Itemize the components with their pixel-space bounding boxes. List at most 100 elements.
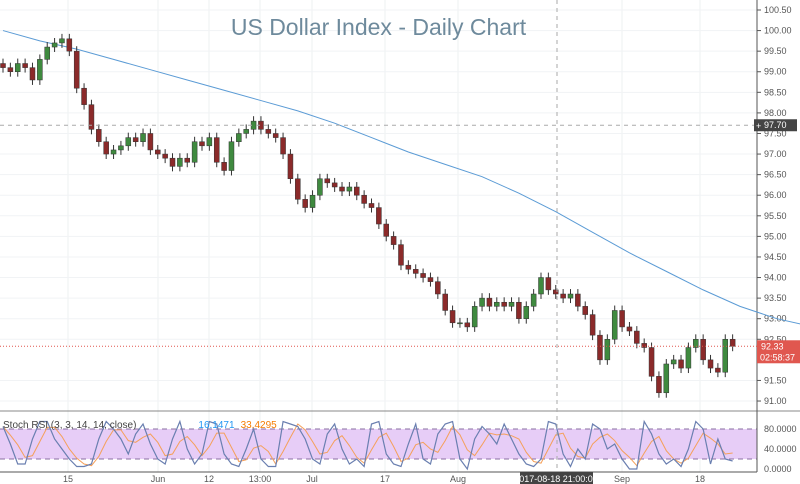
candle (110, 145, 117, 159)
y-tick-label: 91.00 (764, 396, 787, 406)
candle (722, 334, 729, 378)
candle (309, 190, 316, 213)
candle-body (361, 194, 367, 204)
candle-body (14, 63, 21, 72)
candle-body (213, 137, 220, 163)
candle-body (0, 63, 6, 68)
y-tick-label: 94.00 (764, 273, 787, 283)
candle-body (634, 330, 640, 344)
stoch-tick-label: 80.0000 (764, 424, 797, 434)
candle (449, 305, 456, 328)
candle (287, 149, 294, 184)
candle (405, 260, 412, 275)
candle-body (73, 50, 80, 89)
candle (634, 326, 640, 349)
candle (346, 182, 353, 197)
candle-body (103, 141, 109, 155)
candle (199, 136, 205, 151)
y-tick-label: 93.00 (764, 314, 787, 324)
candle (66, 33, 73, 57)
candle-body (435, 281, 441, 295)
candle (7, 62, 14, 77)
candle-body (648, 347, 655, 377)
candle-body (516, 301, 522, 319)
candle (398, 239, 404, 271)
candle (464, 317, 471, 332)
candle (553, 284, 559, 299)
candle (641, 338, 647, 353)
candle-body (243, 129, 249, 134)
candle-body (471, 306, 478, 328)
stoch-d-value: 33.4295 (240, 420, 277, 431)
candle (471, 301, 478, 332)
candle-body (199, 141, 205, 147)
candle (213, 132, 220, 168)
candle (331, 177, 338, 192)
candle-body (641, 343, 647, 348)
candle-body (287, 153, 294, 180)
y-tick-label: 97.00 (764, 149, 787, 159)
candle-body (66, 38, 73, 52)
candle-body (22, 63, 28, 68)
candle (648, 342, 655, 382)
x-tick-label: 17 (380, 474, 390, 484)
candle (118, 140, 124, 155)
candle (729, 334, 736, 352)
candle-body (29, 67, 36, 81)
candle (184, 153, 190, 168)
y-tick-label: 100.00 (764, 26, 792, 36)
candle-body (265, 129, 272, 134)
candle-body (272, 133, 279, 138)
candle-body (125, 137, 132, 147)
candle-body (626, 326, 633, 332)
candle (545, 272, 552, 295)
candle-body (530, 293, 537, 307)
y-tick-label: 99.50 (764, 46, 787, 56)
candle (191, 136, 198, 168)
candle (494, 297, 500, 312)
candle-body (486, 297, 493, 307)
stoch-d-line (2, 423, 733, 467)
candle-body (508, 301, 515, 307)
candle (656, 371, 662, 398)
y-tick-label: 100.50 (764, 5, 792, 15)
candle (169, 153, 176, 172)
candle-body (295, 178, 301, 200)
candle (604, 334, 611, 365)
candle-body (331, 182, 338, 188)
candle (14, 58, 21, 77)
candle-body (88, 104, 95, 130)
x-tick-label: Jul (306, 474, 318, 484)
candle-body (354, 186, 360, 196)
candle-body (398, 244, 404, 266)
x-tick-label: 13:00 (249, 474, 272, 484)
candle-body (110, 149, 117, 155)
candle-body (376, 207, 382, 225)
candle-body (457, 322, 463, 325)
candle-body (729, 339, 736, 347)
candle (663, 359, 670, 398)
candle-body (589, 314, 596, 336)
candle (324, 173, 331, 188)
candle (626, 321, 633, 336)
candle (88, 99, 95, 135)
candle (368, 198, 375, 213)
candle (339, 182, 345, 197)
candle (589, 309, 596, 341)
candle (44, 42, 50, 65)
candle-body (427, 277, 434, 282)
candle-body (96, 129, 102, 142)
bar-countdown-label: 02:58:37 (760, 352, 795, 362)
candle-body (656, 376, 662, 394)
candle (582, 301, 588, 320)
candle (361, 190, 367, 209)
candle (685, 342, 692, 374)
candle (96, 124, 102, 147)
candle (427, 272, 434, 287)
candle-body (604, 339, 611, 361)
candle-body (169, 157, 176, 167)
stoch-k-value: 16.1471 (198, 420, 235, 431)
candle-body (442, 293, 448, 311)
